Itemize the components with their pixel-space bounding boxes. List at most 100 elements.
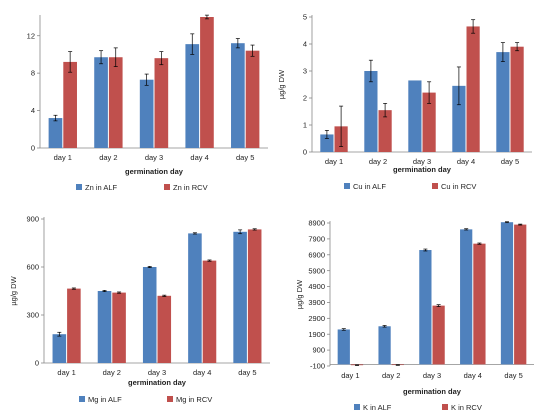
y-axis-title: µg/g DW: [277, 69, 286, 99]
y-tick-label: 1900: [308, 330, 325, 339]
legend-swatch: [432, 183, 438, 189]
bar-k-in-alf-day-1: [337, 329, 350, 365]
bar-zn-in-alf-day-1: [48, 118, 63, 148]
y-tick-label: 900: [312, 346, 325, 355]
bar-k-in-alf-day-5: [500, 222, 514, 365]
bar-k-in-rcv-day-4: [473, 243, 486, 365]
y-tick-label: 2900: [308, 314, 325, 323]
y-tick-label: 12: [27, 31, 35, 40]
x-tick-label: day 4: [457, 157, 475, 166]
legend-swatch: [79, 396, 85, 402]
legend-label: K in ALF: [363, 403, 392, 412]
x-axis-title: germination day: [125, 167, 184, 176]
x-tick-label: day 5: [501, 157, 519, 166]
x-tick-label: day 2: [99, 153, 117, 162]
bar-cu-in-rcv-day-5: [510, 46, 524, 153]
bar-mg-in-alf-day-1: [52, 334, 67, 363]
bar-mg-in-rcv-day-2: [112, 292, 126, 363]
legend-label: Mg in ALF: [88, 395, 122, 404]
chart-panel-2: 0 1 2 3 4 5 day 1 day 2 day 3 day 4 day 5 germinati…: [277, 13, 532, 191]
x-tick-label: day 5: [236, 153, 254, 162]
bar-zn-in-rcv-day-1: [63, 61, 77, 148]
legend-swatch: [442, 404, 448, 410]
legend-label: Mg in RCV: [176, 395, 212, 404]
bar-k-in-alf-day-2: [378, 326, 391, 365]
bar-mg-in-alf-day-2: [97, 291, 112, 363]
x-tick-label: day 2: [103, 368, 121, 377]
y-tick-label: 3: [303, 67, 307, 76]
y-tick-label: -100: [310, 362, 325, 371]
x-tick-label: day 3: [423, 371, 441, 380]
y-tick-label: 8900: [308, 219, 325, 228]
x-axis-title: germination day: [393, 165, 452, 174]
legend-swatch: [167, 396, 173, 402]
bar-mg-in-alf-day-3: [142, 267, 157, 363]
y-tick-label: 4: [31, 106, 35, 115]
x-tick-label: day 1: [325, 157, 343, 166]
x-tick-label: day 4: [193, 368, 211, 377]
x-tick-label: day 3: [145, 153, 163, 162]
legend-swatch: [344, 183, 350, 189]
bar-zn-in-alf-day-3: [139, 79, 154, 148]
bar-cu-in-alf-day-5: [496, 52, 510, 152]
bar-mg-in-rcv-day-4: [202, 260, 217, 363]
x-tick-label: day 5: [238, 368, 256, 377]
x-tick-label: day 1: [57, 368, 75, 377]
x-tick-label: day 4: [190, 153, 208, 162]
chart-panel-3: 0 300 600 900 day 1 day 2 day 3 day 4 day 5 germi…: [9, 215, 270, 404]
y-tick-label: 1: [303, 121, 307, 130]
y-tick-label: 5: [303, 13, 307, 22]
bar-cu-in-rcv-day-2: [378, 110, 392, 152]
chart-panel-1: 0 4 8 12 day 1 day 2 day 3 day 4 day 5 germinatio…: [27, 14, 268, 192]
legend-swatch: [354, 404, 360, 410]
x-tick-label: day 3: [413, 157, 431, 166]
x-tick-label: day 1: [341, 371, 359, 380]
y-tick-label: 3900: [308, 298, 325, 307]
bar-cu-in-rcv-day-3: [422, 92, 436, 152]
legend-swatch: [164, 184, 170, 190]
bar-mg-in-alf-day-5: [233, 231, 247, 363]
x-tick-label: day 4: [464, 371, 482, 380]
bar-cu-in-alf-day-4: [452, 85, 466, 152]
y-tick-label: 600: [26, 263, 39, 272]
x-tick-label: day 2: [382, 371, 400, 380]
bar-k-in-rcv-day-5: [514, 224, 527, 365]
y-tick-label: 5900: [308, 266, 325, 275]
bar-mg-in-rcv-day-3: [157, 295, 172, 363]
x-axis-title: germination day: [128, 378, 187, 387]
x-tick-label: day 5: [504, 371, 522, 380]
bar-k-in-alf-day-4: [460, 229, 473, 365]
y-axis-title: µg/g DW: [295, 279, 304, 309]
y-tick-label: 8: [31, 69, 35, 78]
bar-cu-in-alf-day-2: [364, 71, 378, 152]
y-tick-label: 4900: [308, 282, 325, 291]
bar-zn-in-rcv-day-2: [108, 57, 123, 148]
x-tick-label: day 1: [54, 153, 72, 162]
bar-mg-in-rcv-day-5: [247, 229, 262, 363]
chart-panel-4: -100 900 1900 2900 3900 4900 5900 6900 7900 8900 d…: [295, 219, 534, 412]
bar-zn-in-alf-day-4: [185, 44, 200, 149]
bar-zn-in-rcv-day-4: [200, 17, 214, 148]
bar-cu-in-rcv-day-4: [466, 26, 480, 153]
y-tick-label: 900: [26, 215, 39, 224]
bar-cu-in-alf-day-3: [408, 80, 422, 152]
y-tick-label: 0: [31, 144, 35, 153]
legend-label: Cu in ALF: [353, 182, 386, 191]
x-tick-label: day 2: [369, 157, 387, 166]
legend-label: Cu in RCV: [441, 182, 476, 191]
legend-swatch: [76, 184, 82, 190]
bar-cu-in-alf-day-1: [320, 134, 334, 152]
bar-k-in-rcv-day-3: [432, 305, 445, 365]
y-tick-label: 300: [26, 311, 39, 320]
legend-label: Zn in ALF: [85, 183, 118, 192]
bar-zn-in-rcv-day-5: [245, 50, 260, 148]
bar-zn-in-alf-day-5: [231, 43, 245, 149]
bar-zn-in-rcv-day-3: [154, 58, 169, 148]
y-tick-label: 7900: [308, 234, 325, 243]
bar-k-in-alf-day-3: [419, 250, 432, 365]
y-tick-label: 0: [35, 359, 39, 368]
y-tick-label: 4: [303, 40, 307, 49]
legend-label: Zn in RCV: [173, 183, 208, 192]
bar-mg-in-rcv-day-1: [67, 288, 81, 363]
